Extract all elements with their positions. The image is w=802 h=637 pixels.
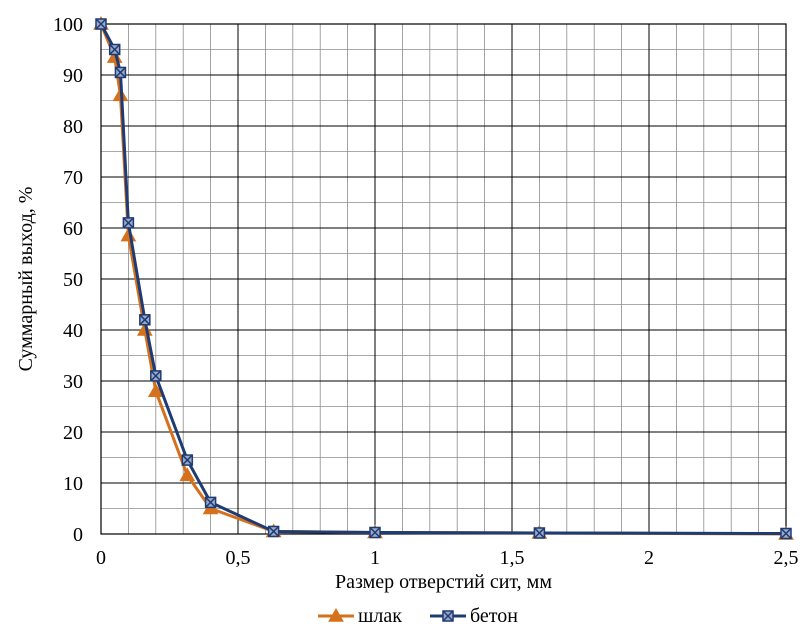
x-axis-title: Размер отверстий сит, мм (335, 571, 552, 593)
legend-marker (442, 610, 454, 622)
y-tick-label: 50 (63, 269, 83, 291)
y-tick-label: 100 (53, 14, 83, 36)
data-point (150, 370, 162, 382)
series-concrete (95, 18, 792, 540)
y-tick-label: 70 (63, 167, 83, 189)
y-tick-label: 90 (63, 65, 83, 87)
y-tick-label: 20 (63, 422, 83, 444)
data-point (204, 496, 217, 509)
x-tick-label: 0,5 (226, 547, 251, 569)
y-tick-label: 40 (63, 320, 83, 342)
data-point (95, 18, 107, 30)
x-tick-label: 1,5 (500, 547, 525, 569)
y-tick-label: 30 (63, 371, 83, 393)
legend: шлак бетон (318, 605, 518, 627)
data-point (114, 66, 127, 79)
data-point (369, 526, 381, 539)
data-point (139, 314, 151, 326)
legend-label: шлак (358, 605, 402, 627)
y-tick-label: 80 (63, 116, 83, 138)
legend-label: бетон (470, 605, 518, 627)
data-point (147, 383, 164, 397)
series-slag (93, 15, 794, 540)
data-point (267, 525, 280, 538)
legend-item: бетон (430, 605, 518, 627)
data-point (122, 217, 135, 229)
x-tick-label: 2,5 (774, 547, 799, 569)
x-tick-label: 1 (370, 547, 380, 569)
y-tick-label: 60 (63, 218, 83, 240)
y-tick-label: 0 (73, 524, 83, 546)
y-tick-label: 10 (63, 473, 83, 495)
series-layer (93, 15, 794, 540)
data-point (108, 43, 121, 56)
legend-item: шлак (318, 605, 402, 627)
y-axis-title: Суммарный выход, % (15, 187, 37, 372)
grid (100, 23, 787, 535)
legend-marker (328, 607, 344, 622)
data-point (533, 527, 546, 539)
data-point (181, 454, 194, 466)
data-point (179, 467, 196, 482)
x-tick-label: 0 (96, 547, 106, 569)
data-point (780, 527, 792, 540)
x-tick-label: 2 (644, 547, 654, 569)
tick-labels: 0 0,5 1 1,5 2 2,5 0 10 20 30 40 50 60 70 80 90 100 (53, 14, 799, 569)
